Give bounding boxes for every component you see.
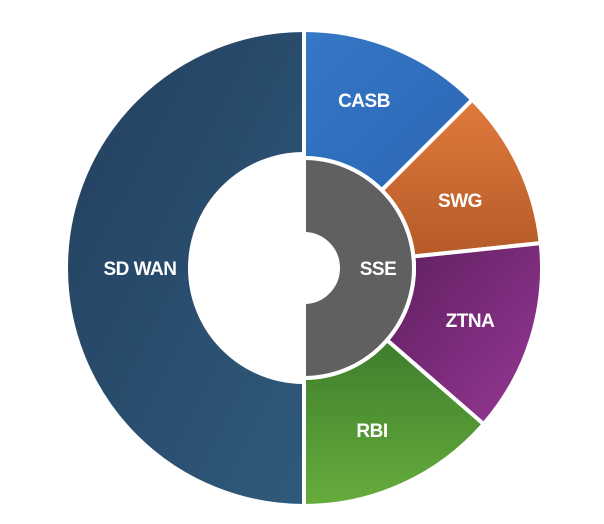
sse-label: SSE [360, 259, 397, 280]
sd-wan-segment [64, 27, 306, 509]
sd-wan-label: SD WAN [104, 259, 177, 280]
swg-label: SWG [438, 191, 482, 212]
ztna-label: ZTNA [446, 311, 495, 332]
rbi-label: RBI [356, 421, 387, 442]
casb-label: CASB [338, 91, 390, 112]
segments [64, 27, 544, 509]
sse-segment [302, 155, 416, 381]
